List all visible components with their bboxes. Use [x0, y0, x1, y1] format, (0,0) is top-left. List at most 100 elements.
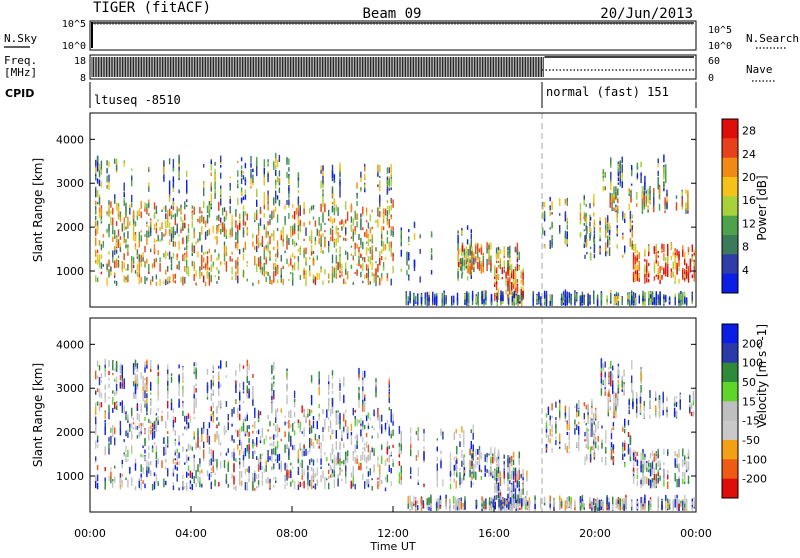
colorbar-segment — [722, 235, 738, 255]
echo-mark — [303, 239, 304, 241]
echo-mark — [617, 209, 618, 214]
echo-mark — [288, 470, 289, 478]
echo-mark — [112, 208, 113, 215]
echo-mark — [173, 482, 174, 484]
echo-mark — [383, 241, 384, 249]
echo-mark — [239, 220, 240, 223]
echo-mark — [377, 184, 378, 187]
echo-mark — [266, 271, 267, 274]
echo-mark — [635, 256, 636, 264]
echo-mark — [129, 222, 130, 226]
echo-mark — [292, 239, 293, 245]
echo-mark — [247, 367, 248, 375]
echo-mark — [144, 276, 145, 284]
echo-mark — [648, 274, 649, 278]
echo-mark — [362, 227, 363, 230]
echo-mark — [322, 250, 323, 253]
echo-mark — [594, 244, 595, 252]
echo-mark — [428, 298, 429, 306]
echo-mark — [252, 374, 253, 378]
echo-mark — [203, 252, 204, 255]
echo-mark — [488, 470, 489, 474]
echo-mark — [336, 419, 337, 425]
echo-mark — [659, 266, 660, 273]
echo-mark — [687, 202, 688, 209]
colorbar-tick-label: 12 — [742, 217, 756, 230]
echo-mark — [182, 411, 183, 417]
echo-mark — [613, 197, 614, 201]
echo-mark — [294, 421, 295, 424]
echo-mark — [332, 407, 333, 413]
echo-mark — [199, 470, 200, 475]
echo-mark — [355, 457, 356, 461]
echo-mark — [188, 443, 189, 450]
echo-mark — [239, 428, 240, 437]
echo-mark — [663, 244, 664, 252]
echo-mark — [644, 277, 645, 284]
echo-mark — [444, 300, 445, 305]
echo-mark — [286, 259, 287, 265]
echo-mark — [464, 454, 465, 457]
echo-mark — [205, 232, 206, 240]
echo-mark — [95, 216, 96, 220]
echo-mark — [494, 282, 495, 285]
echo-mark — [273, 275, 274, 283]
echo-mark — [237, 242, 238, 251]
echo-mark — [148, 446, 149, 450]
echo-mark — [313, 445, 314, 448]
echo-mark — [112, 257, 113, 263]
echo-mark — [597, 299, 598, 307]
echo-mark — [124, 199, 125, 206]
echo-mark — [148, 182, 149, 186]
echo-mark — [410, 449, 411, 456]
echo-mark — [258, 258, 259, 267]
echo-mark — [110, 201, 111, 207]
echo-mark — [150, 369, 151, 372]
echo-mark — [622, 233, 623, 235]
echo-mark — [154, 442, 155, 445]
echo-mark — [131, 198, 132, 201]
echo-mark — [231, 215, 232, 218]
echo-mark — [275, 481, 276, 483]
echo-mark — [290, 463, 291, 466]
echo-mark — [146, 277, 147, 280]
echo-mark — [437, 447, 438, 452]
echo-mark — [565, 299, 566, 305]
echo-mark — [277, 246, 278, 249]
echo-mark — [95, 237, 96, 246]
echo-mark — [416, 455, 417, 458]
echo-mark — [629, 300, 630, 306]
echo-mark — [158, 250, 159, 255]
echo-mark — [141, 212, 142, 219]
echo-mark — [220, 156, 221, 163]
echo-mark — [131, 176, 132, 180]
echo-mark — [158, 235, 159, 241]
echo-mark — [106, 168, 107, 172]
echo-mark — [313, 469, 314, 477]
echo-mark — [286, 422, 287, 424]
echo-mark — [144, 246, 145, 252]
echo-mark — [250, 163, 251, 168]
echo-mark — [247, 376, 248, 383]
echo-mark — [355, 215, 356, 220]
echo-mark — [288, 420, 289, 429]
echo-mark — [231, 474, 232, 479]
echo-mark — [594, 254, 595, 258]
echo-mark — [617, 218, 618, 221]
echo-mark — [515, 468, 516, 477]
echo-mark — [247, 230, 248, 234]
echo-mark — [671, 256, 672, 260]
echo-mark — [167, 401, 168, 409]
echo-mark — [665, 257, 666, 259]
echo-mark — [120, 214, 121, 217]
echo-mark — [500, 477, 501, 486]
echo-mark — [194, 262, 195, 269]
echo-mark — [313, 421, 314, 429]
echo-mark — [231, 252, 232, 255]
echo-mark — [311, 375, 312, 382]
echo-mark — [116, 165, 117, 171]
echo-mark — [366, 273, 367, 278]
echo-mark — [611, 207, 612, 211]
echo-mark — [277, 195, 278, 199]
echo-mark — [330, 453, 331, 461]
